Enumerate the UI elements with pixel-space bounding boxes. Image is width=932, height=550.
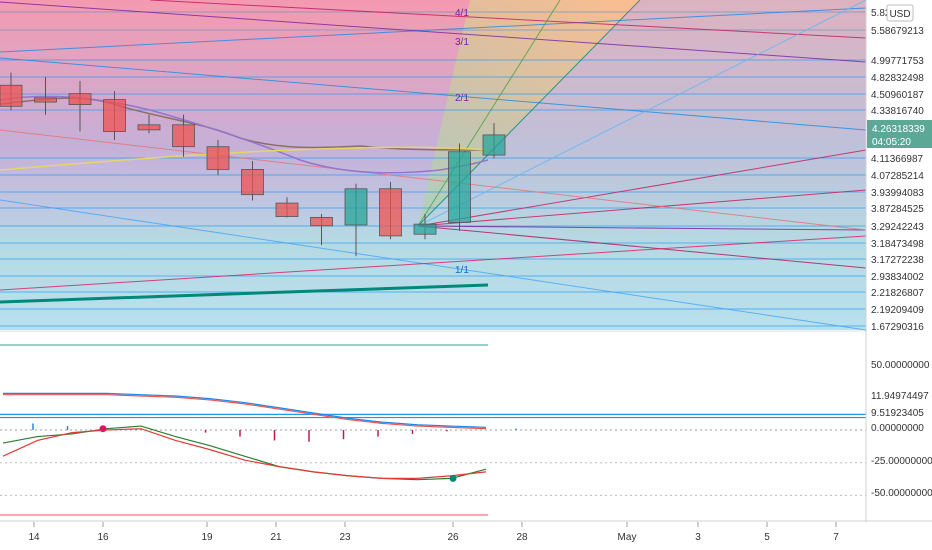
price-axis-label: 2.21826807 xyxy=(871,288,924,299)
indicator-axis-label: 50.00000000 xyxy=(871,360,930,371)
candle-body xyxy=(137,124,161,131)
time-axis-label: 21 xyxy=(270,532,282,543)
price-axis-label: 2.93834002 xyxy=(871,272,924,283)
indicator-axis-label: 11.94974497 xyxy=(871,391,929,402)
indicator-pane xyxy=(0,344,866,516)
candle-body xyxy=(275,202,299,217)
time-axis-label: 23 xyxy=(339,532,351,543)
indicator-value-tag xyxy=(867,405,932,419)
trend-line xyxy=(417,189,867,227)
price-axis-label: 3.29242243 xyxy=(871,222,924,233)
candle-body xyxy=(448,151,471,223)
indicator-series-line xyxy=(2,428,487,479)
time-axis-label: 19 xyxy=(201,532,213,543)
time-axis-label: 3 xyxy=(695,532,701,543)
price-axis-label: 3.93994083 xyxy=(871,188,924,199)
candle-body xyxy=(241,169,264,196)
price-axis-label: 5.58679213 xyxy=(871,26,924,37)
candle-body xyxy=(103,99,126,132)
price-axis-label: 3.18473498 xyxy=(871,239,924,250)
last-price-value: 4.26318339 xyxy=(872,124,925,135)
time-axis-label: 16 xyxy=(97,532,109,543)
gann-label-4-1: 4/1 xyxy=(455,8,469,19)
price-axis-label: 4.33816740 xyxy=(871,106,924,117)
horizontal-levels xyxy=(0,11,866,327)
time-axis-label: 14 xyxy=(28,532,40,543)
trend-line xyxy=(417,0,561,227)
candle-body xyxy=(0,84,23,107)
trend-line xyxy=(0,199,867,331)
gann-label-3-1: 3/1 xyxy=(455,37,469,48)
trend-line xyxy=(0,1,867,63)
price-axis-label: 1.67290316 xyxy=(871,322,924,333)
trend-line xyxy=(0,235,867,291)
trend-line xyxy=(0,129,867,231)
indicator-axis-labels: 50.00000000 11.94974497 9.51923405 0.000000… xyxy=(867,360,932,499)
time-axis-labels: 14 16 19 21 23 26 28 May 3 5 7 xyxy=(28,522,839,543)
time-axis[interactable] xyxy=(0,522,932,550)
gann-labels: 4/1 3/1 2/1 1/1 xyxy=(455,8,469,276)
last-price-background xyxy=(867,120,932,148)
price-axis[interactable] xyxy=(867,0,932,550)
candle-body xyxy=(206,146,230,170)
candle-body xyxy=(344,188,368,226)
indicator-axis-label: -25.00000000 xyxy=(871,456,932,467)
indicator-signal-dot xyxy=(449,474,457,482)
bar-countdown: 04:05:20 xyxy=(872,137,911,148)
gann-label-2-1: 2/1 xyxy=(455,93,469,104)
time-axis-label: 5 xyxy=(764,532,770,543)
trend-line xyxy=(149,0,867,39)
time-axis-label: 28 xyxy=(516,532,528,543)
candlesticks xyxy=(0,72,506,257)
candle-body xyxy=(379,188,402,237)
currency-label: USD xyxy=(889,9,910,20)
candle-body xyxy=(172,124,195,148)
candle-body xyxy=(310,216,333,227)
price-axis-label: 4.99771753 xyxy=(871,56,924,67)
last-price-tag: 4.26318339 04:05:20 xyxy=(867,120,932,148)
candle-body xyxy=(482,134,506,156)
price-axis-label: 4.50960187 xyxy=(871,90,924,101)
trend-line xyxy=(417,0,867,227)
thick-trend-line xyxy=(0,283,489,304)
price-axis-label: 2.19209409 xyxy=(871,305,924,316)
price-axis-labels: 5.82...135.586792134.997717534.828324984… xyxy=(871,8,924,333)
trend-line xyxy=(417,225,867,231)
price-axis-label: 4.11366987 xyxy=(871,154,924,165)
trend-lines xyxy=(0,0,867,331)
indicator-signal-dot xyxy=(99,425,107,433)
indicator-axis-label: -50.00000000 xyxy=(871,488,932,499)
time-axis-label: 7 xyxy=(833,532,839,543)
trend-line xyxy=(0,57,867,131)
trend-line xyxy=(417,225,867,269)
candle-body xyxy=(68,93,92,106)
time-axis-label: 26 xyxy=(447,532,459,543)
time-axis-label: May xyxy=(618,532,637,543)
moving-average-line xyxy=(0,146,489,171)
trend-line xyxy=(0,7,867,53)
currency-badge[interactable]: USD xyxy=(886,4,914,22)
price-axis-label: 4.82832498 xyxy=(871,73,924,84)
indicator-axis-label: 0.00000000 xyxy=(871,423,924,434)
price-axis-label: 3.87284525 xyxy=(871,204,924,215)
price-axis-label: 3.17272238 xyxy=(871,255,924,266)
candle-body xyxy=(34,97,57,103)
candle-body xyxy=(413,223,437,235)
price-axis-label: 4.07285214 xyxy=(871,171,924,182)
indicator-series-line xyxy=(3,392,487,428)
indicator-value-tag xyxy=(867,388,932,402)
indicator-axis-label: 9.51923405 xyxy=(871,408,924,419)
indicator-pane-background xyxy=(0,332,866,520)
indicator-series-line xyxy=(3,394,487,430)
trend-line xyxy=(417,149,867,227)
gann-label-1-1: 1/1 xyxy=(455,265,469,276)
currency-badge-box xyxy=(886,4,914,22)
